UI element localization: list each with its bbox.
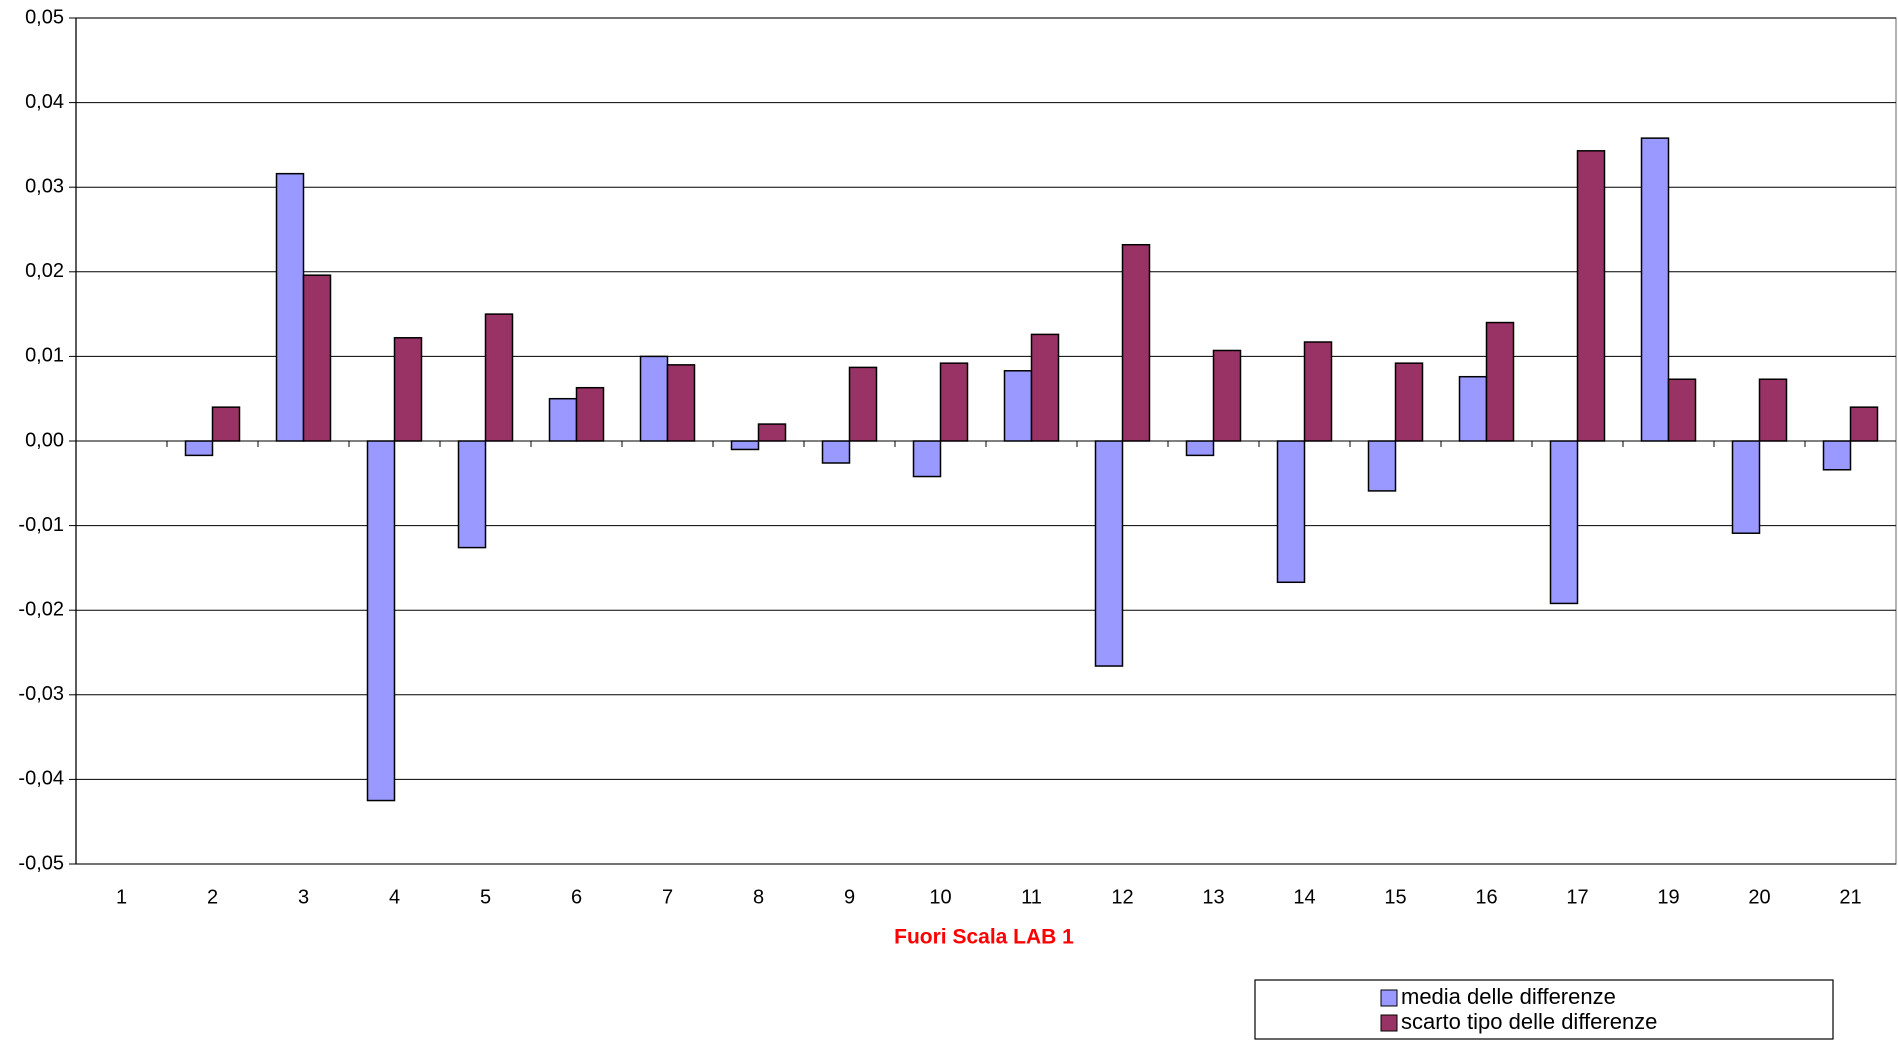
legend-box <box>1254 979 1834 1040</box>
x-tick-label: 14 <box>1293 886 1315 908</box>
bar <box>1094 440 1124 667</box>
x-tick-label: 5 <box>480 886 491 908</box>
bar <box>848 366 878 442</box>
x-tick-label: 10 <box>929 886 951 908</box>
x-tick-label: 16 <box>1475 886 1497 908</box>
bar <box>393 337 423 442</box>
bar <box>1394 362 1424 442</box>
x-tick-label: 2 <box>207 886 218 908</box>
bar <box>484 313 514 442</box>
bar <box>1121 243 1151 442</box>
x-tick-label: 1 <box>116 886 127 908</box>
y-tick-label: 0,05 <box>25 6 64 28</box>
y-tick-label: 0,00 <box>25 429 64 451</box>
y-tick-label: -0,05 <box>18 852 64 874</box>
x-tick-label: 21 <box>1839 886 1861 908</box>
bar <box>211 406 241 442</box>
bar <box>366 440 396 802</box>
bar <box>1758 378 1788 442</box>
x-tick-label: 8 <box>753 886 764 908</box>
x-tick-label: 17 <box>1566 886 1588 908</box>
bar <box>666 364 696 442</box>
x-tick-label: 19 <box>1657 886 1679 908</box>
x-tick-label: 3 <box>298 886 309 908</box>
y-tick-label: 0,01 <box>25 345 64 367</box>
legend-label: scarto tipo delle differenze <box>1401 1009 1657 1034</box>
bar <box>457 440 487 549</box>
bar <box>302 274 332 442</box>
bar <box>1731 440 1761 534</box>
x-tick-label: 12 <box>1111 886 1133 908</box>
legend-swatch <box>1380 1014 1398 1032</box>
x-tick-label: 20 <box>1748 886 1770 908</box>
legend-label: media delle differenze <box>1401 984 1616 1009</box>
x-axis-label: Fuori Scala LAB 1 <box>894 926 1074 949</box>
bar <box>1003 370 1033 442</box>
x-tick-label: 15 <box>1384 886 1406 908</box>
y-tick-label: 0,04 <box>25 91 64 113</box>
bar <box>1667 378 1697 442</box>
y-tick-label: 0,02 <box>25 260 64 282</box>
y-tick-label: -0,02 <box>18 598 64 620</box>
x-tick-label: 4 <box>389 886 400 908</box>
bar <box>275 172 305 442</box>
bar <box>1458 375 1488 442</box>
bar <box>184 440 214 457</box>
bar <box>1576 150 1606 442</box>
bar <box>575 386 605 442</box>
bar <box>639 355 669 442</box>
bar <box>1640 137 1670 442</box>
bar <box>1303 341 1333 442</box>
bar <box>1212 349 1242 442</box>
legend-swatch <box>1380 989 1398 1007</box>
x-tick-label: 11 <box>1021 886 1042 908</box>
bar <box>912 440 942 478</box>
bar <box>1030 333 1060 442</box>
bar <box>1822 440 1852 471</box>
y-tick-label: -0,04 <box>18 768 64 790</box>
y-tick-label: -0,01 <box>18 514 64 536</box>
bar <box>939 362 969 442</box>
bar <box>548 397 578 442</box>
x-tick-label: 6 <box>571 886 582 908</box>
y-tick-label: -0,03 <box>18 683 64 705</box>
x-tick-label: 13 <box>1202 886 1224 908</box>
bar <box>1185 440 1215 457</box>
bar <box>730 440 760 451</box>
y-tick-label: 0,03 <box>25 175 64 197</box>
x-tick-label: 7 <box>662 886 673 908</box>
bar <box>1367 440 1397 492</box>
bar <box>821 440 851 464</box>
bar <box>1485 321 1515 442</box>
bar <box>1276 440 1306 584</box>
bar <box>1549 440 1579 605</box>
bar <box>1849 406 1879 442</box>
bar <box>757 423 787 442</box>
x-tick-label: 9 <box>844 886 855 908</box>
